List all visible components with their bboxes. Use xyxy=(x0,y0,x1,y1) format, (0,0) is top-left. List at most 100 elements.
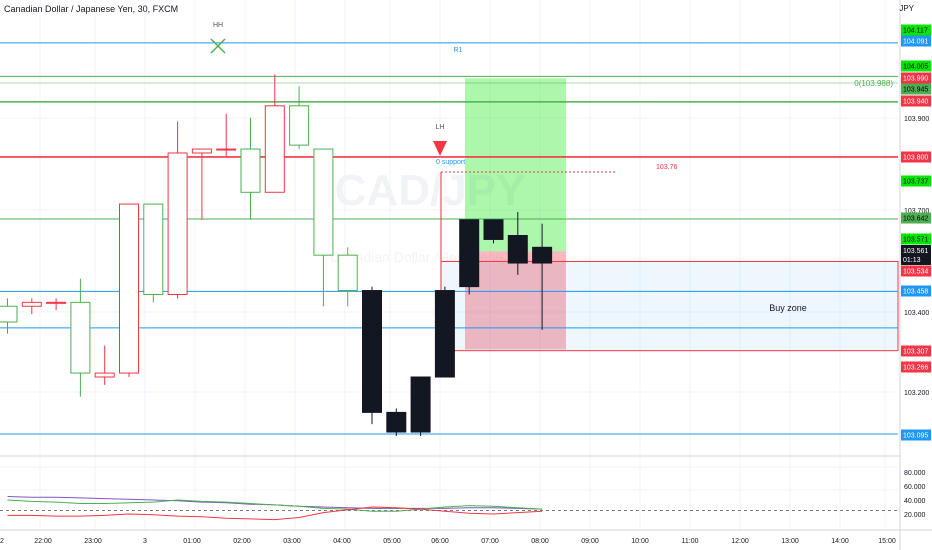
candle-body-17 xyxy=(410,376,431,433)
osc-tick-3: 20.000 xyxy=(904,512,926,519)
time-tick-12: 09:00 xyxy=(581,538,599,545)
time-tick-10: 07:00 xyxy=(481,538,499,545)
time-tick-13: 10:00 xyxy=(631,538,649,545)
candle-body-4 xyxy=(94,372,115,378)
osc-tick-1: 60.000 xyxy=(904,484,926,491)
time-tick-2: 23:00 xyxy=(84,538,102,545)
price-label-bg-8 xyxy=(901,212,931,224)
candle-body-11 xyxy=(264,105,285,193)
time-tick-1: 22:00 xyxy=(34,538,52,545)
price-label-bg-9 xyxy=(901,233,931,245)
price-label-bg-4 xyxy=(901,83,931,95)
candle-body-19 xyxy=(459,219,480,288)
candle-body-0 xyxy=(0,305,18,323)
price-label-2: 104.005 xyxy=(903,64,928,71)
price-label-bg-7 xyxy=(901,175,931,187)
price-label-13: 103.307 xyxy=(903,349,928,356)
price-label-bg-15 xyxy=(901,429,931,441)
time-tick-0: 2 xyxy=(0,538,4,545)
price-label-bg-1 xyxy=(901,35,931,47)
price-label-bg-2 xyxy=(901,60,931,72)
dotted-level-label: 103.76 xyxy=(656,164,678,171)
buy-zone-box xyxy=(440,260,899,352)
time-tick-3: 3 xyxy=(143,538,147,545)
countdown-label: 01:13 xyxy=(903,257,921,264)
price-label-bg-13 xyxy=(901,345,931,357)
candle-body-15 xyxy=(362,290,382,413)
price-label-14: 103.266 xyxy=(903,365,928,372)
time-tick-17: 14:00 xyxy=(831,538,849,545)
price-label-10: 103.561 xyxy=(903,248,928,255)
candle-body-13 xyxy=(313,148,334,256)
candle-body-7 xyxy=(167,152,188,295)
chart-title: Canadian Dollar / Japanese Yen, 30, FXCM xyxy=(4,4,179,14)
r1-label: R1 xyxy=(454,47,463,54)
price-label-8: 103.642 xyxy=(903,216,928,223)
price-label-bg-5 xyxy=(901,95,931,107)
time-tick-15: 12:00 xyxy=(731,538,749,545)
price-label-bg-10 xyxy=(901,245,931,265)
candle-body-22 xyxy=(532,246,553,264)
price-label-3: 103.990 xyxy=(903,76,928,83)
candle-body-16 xyxy=(386,411,407,433)
price-tick-2: 103.400 xyxy=(904,310,929,317)
price-label-bg-6 xyxy=(901,151,931,163)
candle-body-14 xyxy=(337,254,358,292)
price-label-bg-0 xyxy=(901,24,931,36)
candle-body-8 xyxy=(191,148,212,154)
candle-body-1 xyxy=(21,301,42,307)
candle-body-12 xyxy=(289,105,310,146)
time-tick-18: 15:00 xyxy=(878,538,896,545)
hh-label: HH xyxy=(213,22,223,29)
candle-body-9 xyxy=(216,148,237,151)
osc-tick-0: 80.000 xyxy=(904,470,926,477)
target-zone xyxy=(465,78,566,252)
osc-tick-2: 40.000 xyxy=(904,498,926,505)
candle-body-20 xyxy=(483,219,504,240)
candle-body-3 xyxy=(70,301,91,374)
price-label-bg-14 xyxy=(901,361,931,373)
watermark: CAD/JPY xyxy=(335,166,526,215)
osc-series-0 xyxy=(7,496,543,510)
time-tick-14: 11:00 xyxy=(682,538,699,545)
time-tick-9: 06:00 xyxy=(431,538,449,545)
time-tick-8: 05:00 xyxy=(383,538,401,545)
price-label-1: 104.091 xyxy=(903,39,928,46)
stop-zone xyxy=(465,251,566,350)
osc-series-2 xyxy=(7,506,543,521)
time-tick-11: 08:00 xyxy=(531,538,549,545)
support-label: 0 support xyxy=(436,159,465,166)
candle-body-6 xyxy=(143,203,164,295)
time-tick-6: 03:00 xyxy=(283,538,301,545)
price-tick-3: 103.200 xyxy=(904,390,929,397)
price-label-bg-11 xyxy=(901,265,931,277)
time-tick-7: 04:00 xyxy=(333,538,351,545)
price-tick-0: 103.900 xyxy=(904,116,929,123)
candle-body-10 xyxy=(240,148,261,193)
price-label-5: 103.940 xyxy=(903,99,928,106)
price-label-4: 103.945 xyxy=(903,87,928,94)
price-label-6: 103.800 xyxy=(903,155,928,162)
price-label-0: 104.117 xyxy=(903,28,928,35)
time-tick-16: 13:00 xyxy=(781,538,799,545)
candle-body-2 xyxy=(46,301,67,304)
osc-series-1 xyxy=(7,499,543,512)
candle-body-18 xyxy=(434,290,455,378)
price-label-15: 103.095 xyxy=(903,433,928,440)
price-label-7: 103.737 xyxy=(903,179,928,186)
price-label-12: 103.458 xyxy=(903,289,928,296)
price-label-9: 103.571 xyxy=(903,237,928,244)
hh-marker xyxy=(210,38,226,54)
fib-0-label: 0(103.988) xyxy=(854,79,893,88)
time-tick-5: 02:00 xyxy=(233,538,251,545)
candle-body-5 xyxy=(119,203,139,374)
price-label-bg-3 xyxy=(901,72,931,84)
lh-marker xyxy=(433,141,447,156)
price-label-11: 103.534 xyxy=(903,269,928,276)
lh-label: LH xyxy=(436,124,445,131)
price-label-bg-12 xyxy=(901,285,931,297)
price-tick-1: 103.700 xyxy=(904,208,929,215)
buy-zone-label: Buy zone xyxy=(769,303,807,313)
time-tick-4: 01:00 xyxy=(183,538,201,545)
